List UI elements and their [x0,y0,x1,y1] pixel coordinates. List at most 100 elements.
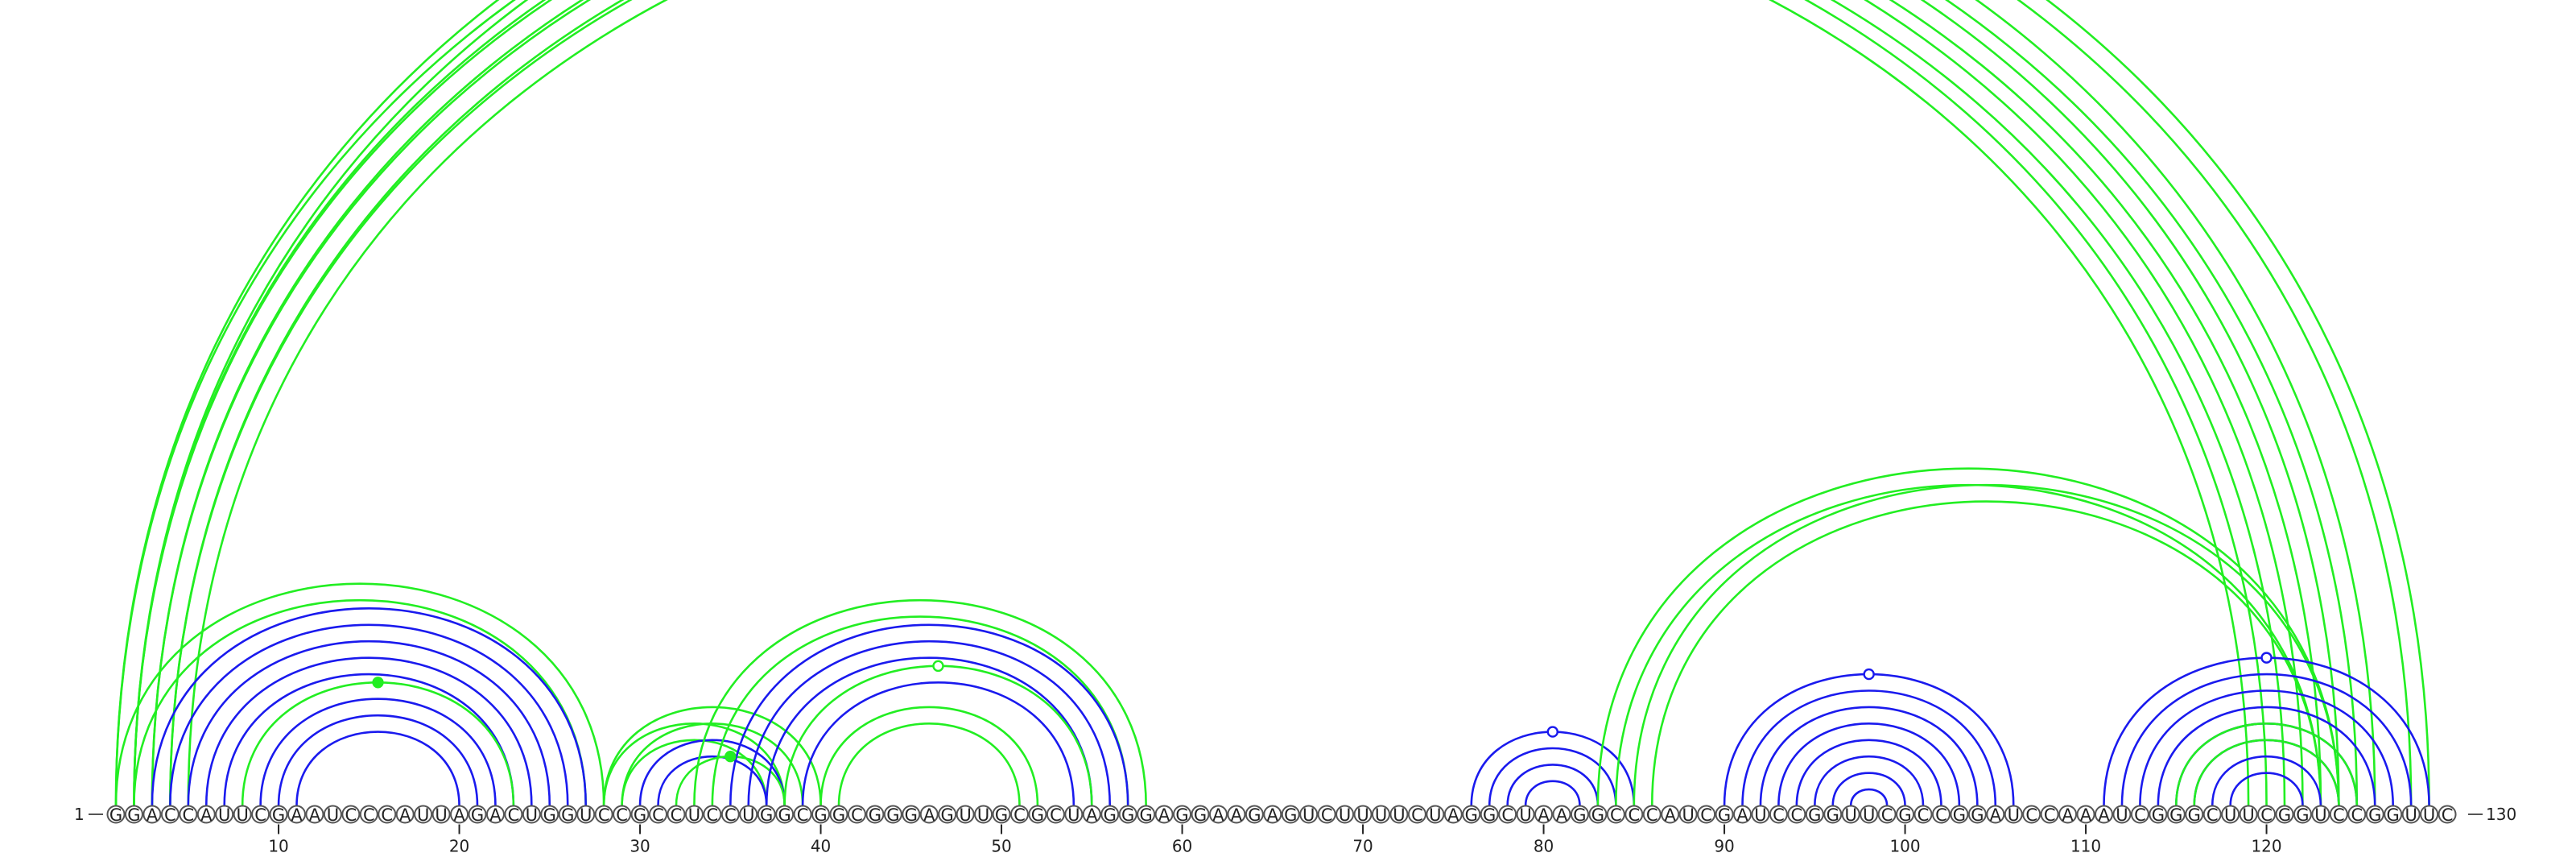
base-99: C [1877,805,1897,825]
base-letter: G [1031,805,1044,825]
base-circle [1787,805,1806,824]
arc-93-103 [1777,722,1961,806]
base-letter: U [327,805,339,825]
base-circle [1860,805,1879,824]
base-circle [1353,805,1373,824]
base-letter: G [2152,805,2165,825]
helix-marker-35 [724,751,737,763]
base-circle [1715,805,1734,824]
base-letter: U [435,805,447,825]
arc-113-127 [2139,689,2394,806]
tick-label-30: 30 [630,837,650,856]
base-circle [1227,805,1246,824]
base-circle [1552,805,1571,824]
base-letter: C [2044,805,2056,825]
base-18: U [414,805,433,825]
base-50: G [992,805,1011,825]
base-circle [956,805,975,824]
base-102: C [1931,805,1951,825]
base-circle [684,805,704,824]
arc-40-52 [819,706,1039,806]
base-letter: A [2062,805,2074,825]
arc-83-124 [1596,467,2340,806]
base-109: A [2058,805,2078,825]
base-circle [865,805,885,824]
base-letter: G [1194,805,1207,825]
base-circle [1516,805,1535,824]
base-letter: U [2224,805,2236,825]
base-letter: A [1990,805,2002,825]
arc-118-122 [2229,772,2304,806]
base-letter: C [1881,805,1893,825]
base-circle [1606,805,1625,824]
base-circle [142,805,162,824]
arc-7-23 [223,673,515,806]
base-104: G [1967,805,1987,825]
base-letter: U [742,805,754,825]
base-85: C [1624,805,1644,825]
base-letter: C [797,805,809,825]
base-15: C [359,805,378,825]
base-127: G [2384,805,2403,825]
base-2: G [124,805,143,825]
base-21: G [468,805,487,825]
arc-4-121 [169,0,2286,806]
base-letter: U [977,805,989,825]
base-circle [2004,805,2023,824]
base-circle [919,805,939,824]
base-letter: A [399,805,411,825]
base-circle [305,805,324,824]
base-circle [2365,805,2384,824]
base-103: G [1950,805,1969,825]
base-circle [2384,805,2403,824]
base-letter: G [1483,805,1496,825]
base-letter: C [598,805,610,825]
base-129: U [2420,805,2439,825]
base-circle [1443,805,1463,824]
base-letter: A [1736,805,1748,825]
base-38: G [775,805,795,825]
arc-1-28 [114,582,605,806]
arc-116-124 [2193,739,2340,806]
base-52: G [1028,805,1047,825]
base-circle [1028,805,1047,824]
helix-markers [372,652,2273,763]
base-circle [1661,805,1680,824]
arc-2-128 [133,0,2413,806]
arc-11-20 [295,731,460,806]
base-53: C [1046,805,1065,825]
base-circle [1480,805,1499,824]
base-circle [1137,805,1156,824]
base-letter: A [1447,805,1459,825]
arc-4-120 [169,0,2268,806]
base-circle [829,805,848,824]
arc-34-57 [711,615,1129,806]
base-112: U [2112,805,2132,825]
base-36: U [739,805,758,825]
base-letter: A [489,805,502,825]
base-3: A [142,805,162,825]
arc-10-21 [277,714,479,806]
base-circle [1534,805,1554,824]
base-70: U [1353,805,1373,825]
base-60: G [1173,805,1192,825]
base-circle [106,805,126,824]
base-letter: G [1284,805,1297,825]
base-97: U [1841,805,1860,825]
base-circle [2166,805,2186,824]
base-pair-arcs [114,0,2430,806]
base-letter: C [1646,805,1658,825]
base-circle [2293,805,2312,824]
base-letter: G [905,805,918,825]
tick-label-60: 60 [1172,837,1192,856]
base-circle [1498,805,1517,824]
base-letter: G [1953,805,1966,825]
base-letter: U [218,805,230,825]
base-79: U [1516,805,1535,825]
base-circle [1100,805,1120,824]
base-111: A [2095,805,2113,825]
base-96: G [1823,805,1843,825]
base-circle [2347,805,2367,824]
arc-114-126 [2157,706,2376,806]
